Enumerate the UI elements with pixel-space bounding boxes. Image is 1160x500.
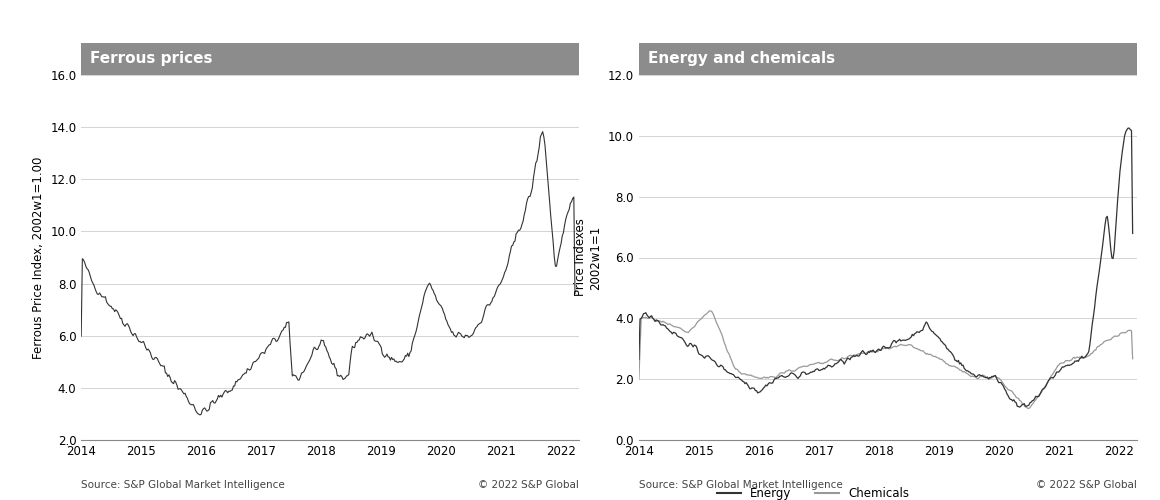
Chemicals — [1022, 406, 1036, 411]
Text: Source: S&P Global Market Intelligence: Source: S&P Global Market Intelligence — [639, 480, 842, 490]
Text: Energy and chemicals: Energy and chemicals — [648, 52, 835, 66]
Chemicals — [767, 374, 781, 380]
Chemicals — [985, 375, 999, 381]
Text: © 2022 S&P Global: © 2022 S&P Global — [1036, 480, 1137, 490]
Line: Chemicals: Chemicals — [639, 311, 1132, 408]
Line: Energy: Energy — [639, 128, 1132, 407]
Energy — [1125, 230, 1139, 236]
Text: © 2022 S&P Global: © 2022 S&P Global — [478, 480, 579, 490]
Y-axis label: Price Indexes
2002w1=1: Price Indexes 2002w1=1 — [574, 218, 602, 296]
Energy — [984, 374, 998, 380]
Energy — [704, 356, 718, 362]
Chemicals — [1125, 356, 1139, 362]
Text: Source: S&P Global Market Intelligence: Source: S&P Global Market Intelligence — [81, 480, 285, 490]
Chemicals — [836, 355, 850, 361]
Chemicals — [645, 314, 659, 320]
Energy — [632, 356, 646, 362]
Chemicals — [921, 352, 935, 358]
Y-axis label: Ferrous Price Index, 2002w1=1.00: Ferrous Price Index, 2002w1=1.00 — [31, 156, 44, 358]
Energy — [645, 312, 659, 318]
Legend: Energy, Chemicals: Energy, Chemicals — [712, 482, 914, 500]
Energy — [920, 320, 934, 326]
Energy — [1122, 125, 1136, 131]
Chemicals — [632, 376, 646, 382]
Chemicals — [703, 308, 717, 314]
Energy — [766, 380, 780, 386]
Chemicals — [705, 310, 719, 316]
Text: Ferrous prices: Ferrous prices — [90, 52, 213, 66]
Energy — [835, 358, 849, 364]
Energy — [1013, 404, 1027, 410]
